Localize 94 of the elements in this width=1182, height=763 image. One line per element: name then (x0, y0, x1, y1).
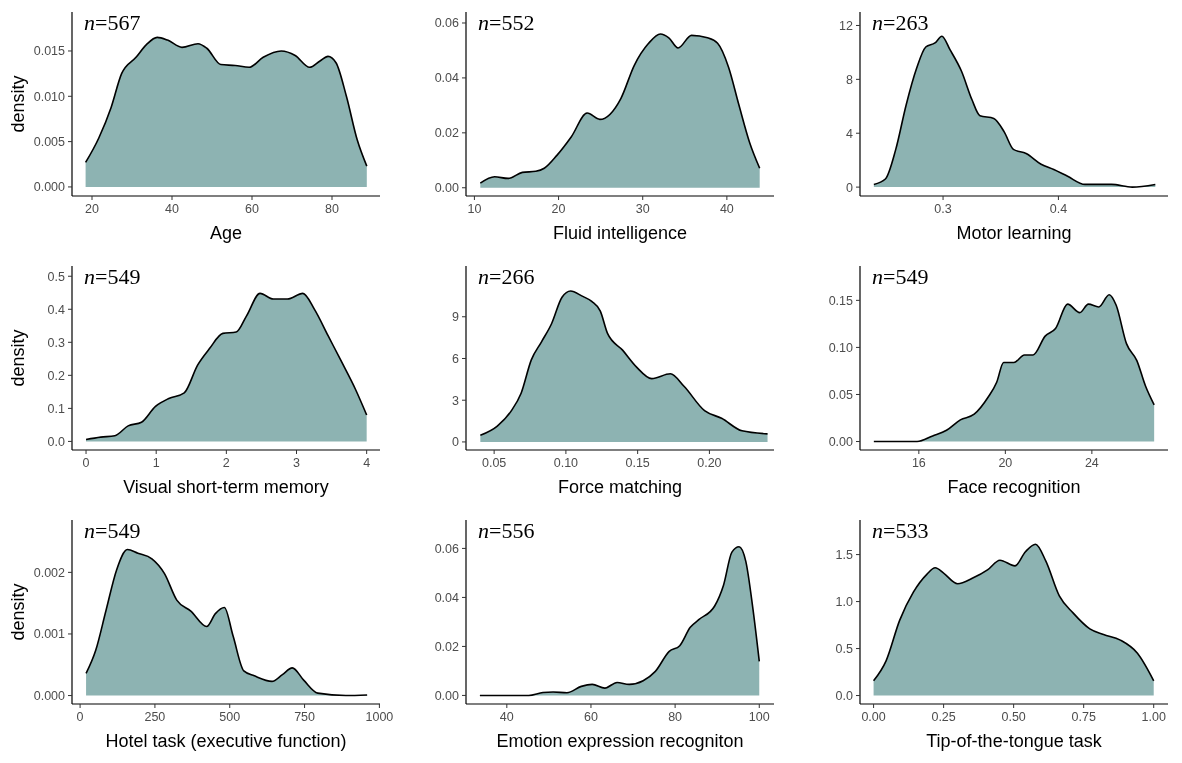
y-tick-label: 3 (452, 393, 460, 408)
x-tick-label: 500 (219, 710, 241, 724)
x-tick-label: 40 (499, 710, 514, 724)
y-tick-label: 0.02 (434, 639, 460, 654)
x-tick-label: 4 (363, 456, 371, 470)
x-tick-label: 24 (1084, 456, 1099, 470)
x-tick-label: 30 (635, 202, 650, 216)
x-tick-label: 20 (551, 202, 566, 216)
y-tick-label: 0.00 (434, 181, 460, 196)
x-axis-title: Emotion expression recogniton (496, 731, 744, 751)
x-tick-label: 0.75 (1071, 710, 1096, 724)
annotation: n=552 (478, 10, 535, 35)
y-tick-label: 0.00 (434, 688, 460, 703)
y-tick-label: 0.4 (47, 302, 66, 317)
x-tick-label: 20 (85, 202, 99, 216)
y-tick-label: 0.000 (33, 180, 66, 195)
x-tick-label: 0.25 (931, 710, 956, 724)
annotation: n=533 (872, 518, 929, 543)
y-tick-label: 0.1 (47, 401, 66, 416)
x-tick-label: 0 (76, 710, 84, 724)
y-tick-label: 0.010 (33, 89, 66, 104)
x-tick-label: 0 (82, 456, 90, 470)
y-axis-title: density (8, 583, 28, 641)
x-tick-label: 100 (748, 710, 770, 724)
annotation: n=263 (872, 10, 929, 35)
x-axis-title: Face recognition (947, 477, 1081, 497)
x-axis-title: Tip-of-the-tongue task (926, 731, 1103, 751)
x-tick-label: 0.05 (481, 456, 507, 470)
y-tick-label: 0.000 (33, 689, 66, 704)
annotation: n=266 (478, 264, 535, 289)
y-tick-label: 0.10 (828, 340, 854, 355)
x-tick-label: 0.4 (1049, 202, 1068, 216)
y-tick-label: 0.04 (434, 590, 460, 605)
y-tick-label: 0.005 (33, 135, 66, 150)
x-axis-title: Fluid intelligence (552, 223, 688, 243)
x-tick-label: 20 (998, 456, 1013, 470)
y-tick-label: 0.02 (434, 126, 460, 141)
x-tick-label: 3 (293, 456, 301, 470)
x-tick-label: 0.10 (553, 456, 579, 470)
x-tick-label: 80 (325, 202, 339, 216)
y-tick-label: 1.0 (835, 595, 854, 610)
y-tick-label: 0.04 (434, 71, 460, 86)
x-tick-label: 0.15 (625, 456, 650, 470)
annotation: n=549 (84, 264, 141, 289)
y-tick-label: 0.3 (47, 335, 66, 350)
x-axis-title: Force matching (557, 477, 683, 497)
x-axis-title: Age (209, 223, 243, 243)
x-tick-label: 60 (584, 710, 598, 724)
annotation: n=549 (872, 264, 929, 289)
y-tick-label: 0 (452, 435, 460, 450)
y-tick-label: 0.0 (47, 434, 66, 449)
x-tick-label: 1 (152, 456, 160, 470)
y-tick-label: 0.15 (828, 293, 854, 308)
annotation: n=567 (84, 10, 141, 35)
y-tick-label: 4 (846, 126, 854, 141)
y-tick-label: 0.0 (835, 689, 854, 704)
y-tick-label: 0.06 (434, 16, 460, 31)
x-tick-label: 60 (245, 202, 259, 216)
x-axis-title: Hotel task (executive function) (105, 731, 347, 751)
x-tick-label: 16 (911, 456, 926, 470)
x-tick-label: 1.00 (1141, 710, 1166, 724)
y-tick-label: 0.05 (828, 387, 854, 402)
y-axis-title: density (8, 329, 28, 387)
y-tick-label: 0 (846, 180, 854, 195)
x-tick-label: 0.3 (934, 202, 952, 216)
x-tick-label: 10 (467, 202, 482, 216)
x-tick-label: 0.50 (1001, 710, 1026, 724)
y-tick-label: 1.5 (835, 548, 854, 563)
y-tick-label: 0.06 (434, 541, 460, 556)
x-axis-title: Motor learning (956, 223, 1072, 243)
y-tick-label: 9 (452, 310, 460, 325)
y-tick-label: 0.001 (33, 627, 66, 642)
y-tick-label: 0.00 (828, 435, 854, 450)
annotation: n=556 (478, 518, 535, 543)
y-tick-label: 8 (846, 72, 854, 87)
y-axis-title: density (8, 75, 28, 133)
x-tick-label: 1000 (365, 710, 394, 724)
y-tick-label: 0.2 (47, 368, 66, 383)
y-tick-label: 0.5 (47, 269, 66, 284)
y-tick-label: 0.5 (835, 642, 854, 657)
annotation: n=549 (84, 518, 141, 543)
y-tick-label: 0.002 (33, 565, 66, 580)
y-tick-label: 0.015 (33, 44, 66, 59)
y-tick-label: 12 (839, 18, 854, 33)
x-tick-label: 80 (668, 710, 683, 724)
x-tick-label: 0.20 (697, 456, 722, 470)
x-tick-label: 0.00 (861, 710, 886, 724)
x-tick-label: 750 (294, 710, 316, 724)
y-tick-label: 6 (452, 351, 460, 366)
x-tick-label: 40 (165, 202, 179, 216)
x-axis-title: Visual short-term memory (123, 477, 329, 497)
x-tick-label: 250 (144, 710, 166, 724)
x-tick-label: 2 (222, 456, 230, 470)
x-tick-label: 40 (719, 202, 734, 216)
